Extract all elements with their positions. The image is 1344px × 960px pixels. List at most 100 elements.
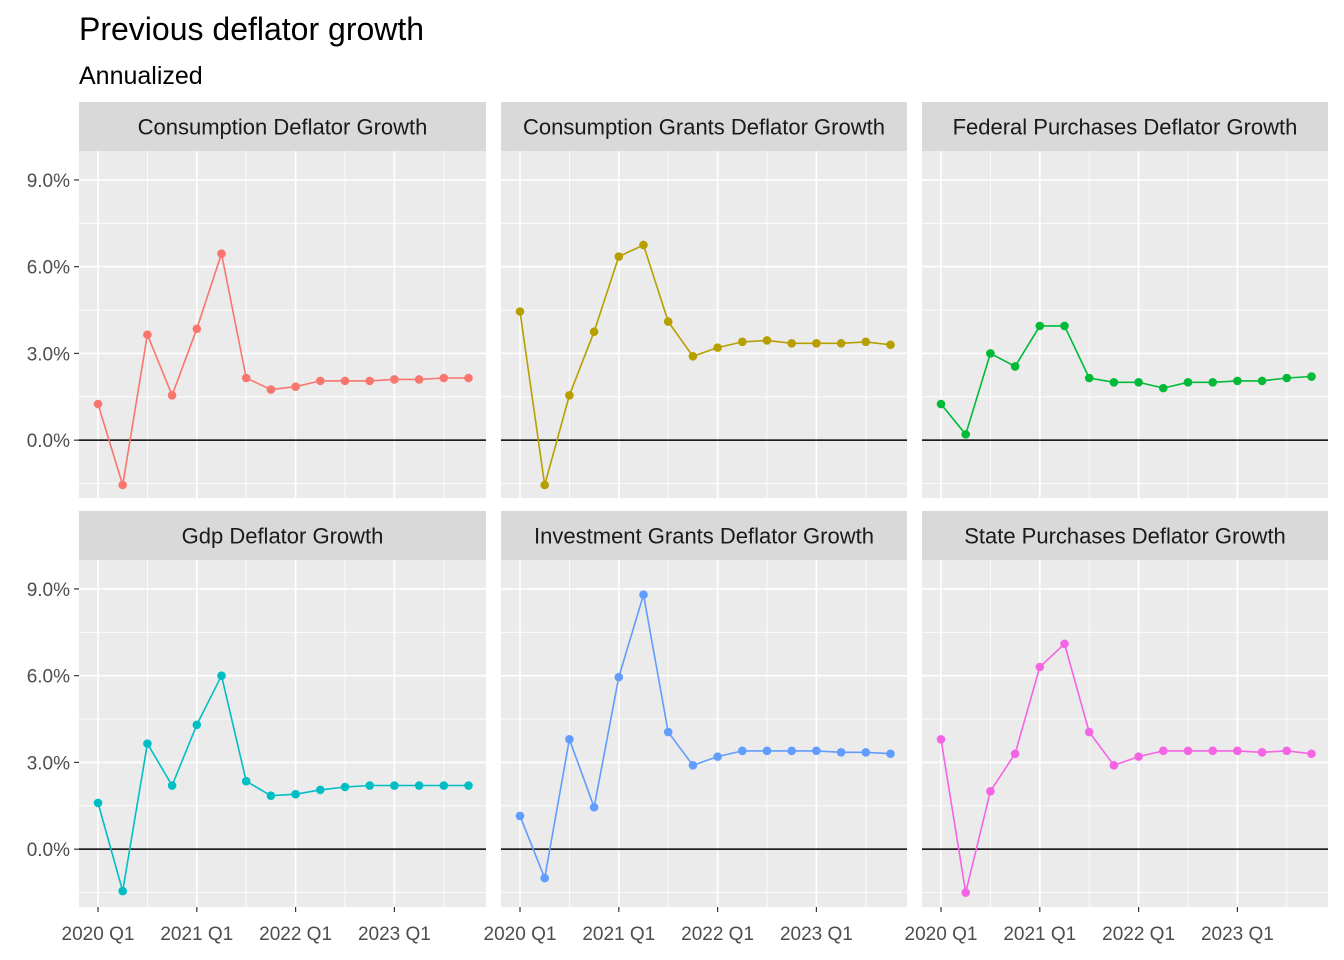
data-point xyxy=(589,802,599,812)
data-point xyxy=(614,252,624,261)
chart-subtitle: Annualized xyxy=(79,62,203,90)
facet-strip xyxy=(922,511,1328,560)
data-point xyxy=(167,391,177,400)
data-point xyxy=(241,373,251,383)
data-point xyxy=(515,811,525,821)
facet-panel: Consumption Deflator Growth 0.0% 3.0% 6.0% 9… xyxy=(27,102,486,498)
data-point xyxy=(936,734,946,744)
facet-strip xyxy=(501,511,907,560)
data-point xyxy=(565,734,574,744)
data-point xyxy=(1257,747,1267,757)
data-point xyxy=(738,746,747,756)
y-tick-label: 9.0% xyxy=(27,171,70,192)
data-point xyxy=(886,340,895,350)
panel-background xyxy=(79,560,486,907)
data-point xyxy=(414,781,424,790)
x-tick-label: 2022 Q1 xyxy=(259,924,332,945)
facet-strip-label: Investment Grants Deflator Growth xyxy=(534,524,874,549)
x-tick-label: 2023 Q1 xyxy=(1201,924,1274,945)
data-point xyxy=(118,886,127,896)
data-point xyxy=(390,781,399,790)
y-tick-label: 0.0% xyxy=(27,431,70,452)
x-tick-label: 2020 Q1 xyxy=(484,924,557,945)
y-tick-label: 6.0% xyxy=(27,258,70,279)
data-point xyxy=(540,480,549,490)
y-tick-label: 9.0% xyxy=(27,580,70,601)
data-point xyxy=(217,249,226,258)
data-point xyxy=(986,349,995,358)
panel-background xyxy=(501,560,907,907)
data-point xyxy=(936,399,946,409)
data-point xyxy=(1035,662,1045,672)
facet-panel: Consumption Grants Deflator Growth xyxy=(501,102,907,498)
data-point xyxy=(787,746,796,756)
panel-background xyxy=(922,151,1328,498)
panel-background xyxy=(79,151,486,498)
data-point xyxy=(639,590,648,599)
series-line xyxy=(519,594,891,882)
data-point xyxy=(738,337,747,347)
facet-panel: Gdp Deflator Growth 0.0% 3.0% 6.0% 9.0% 2020 … xyxy=(27,511,486,945)
data-point xyxy=(836,338,846,348)
data-point xyxy=(540,873,549,883)
facet-strip-label: Consumption Grants Deflator Growth xyxy=(523,115,885,140)
data-point xyxy=(1010,749,1020,759)
data-point xyxy=(340,376,350,386)
data-point xyxy=(464,781,473,790)
facet-panel: State Purchases Deflator Growth 2020 Q1 20… xyxy=(905,511,1328,945)
data-point xyxy=(143,330,152,339)
data-point xyxy=(812,746,821,756)
x-tick-label: 2022 Q1 xyxy=(1102,924,1175,945)
data-point xyxy=(365,781,375,790)
data-point xyxy=(414,375,424,384)
x-tick-label: 2022 Q1 xyxy=(681,924,754,945)
facet-strip xyxy=(922,102,1328,151)
data-point xyxy=(1109,761,1119,770)
data-point xyxy=(365,376,375,386)
data-point xyxy=(93,798,103,808)
data-point xyxy=(1208,746,1217,756)
data-point xyxy=(713,343,722,352)
data-point xyxy=(639,240,648,250)
data-point xyxy=(241,776,251,786)
x-tick-label: 2020 Q1 xyxy=(62,924,135,945)
data-point xyxy=(663,317,673,326)
data-point xyxy=(291,789,300,799)
facet-panel: Federal Purchases Deflator Growth xyxy=(922,102,1328,498)
data-point xyxy=(464,373,473,383)
data-point xyxy=(1282,746,1292,756)
series-line xyxy=(940,642,1312,893)
series-line xyxy=(97,673,469,892)
data-point xyxy=(861,747,871,757)
data-point xyxy=(986,787,995,796)
x-tick-label: 2021 Q1 xyxy=(582,924,655,945)
data-point xyxy=(316,376,325,386)
data-point xyxy=(1060,321,1069,331)
series-line xyxy=(519,243,891,486)
data-point xyxy=(961,430,970,439)
data-point xyxy=(1183,378,1193,387)
data-point xyxy=(762,746,772,756)
panel-background xyxy=(922,560,1328,907)
data-point xyxy=(439,781,449,790)
data-point xyxy=(340,782,350,792)
series-line xyxy=(97,250,469,486)
data-point xyxy=(118,480,127,490)
facet-strip-label: Federal Purchases Deflator Growth xyxy=(953,115,1298,140)
data-point xyxy=(1060,639,1069,649)
data-point xyxy=(93,399,103,409)
series-line xyxy=(940,325,1312,437)
data-point xyxy=(1159,746,1168,756)
x-tick-label: 2023 Q1 xyxy=(780,924,853,945)
x-tick-label: 2020 Q1 xyxy=(905,924,978,945)
y-tick-label: 0.0% xyxy=(27,840,70,861)
data-point xyxy=(515,307,525,316)
data-point xyxy=(1208,378,1217,387)
data-point xyxy=(961,888,970,897)
data-point xyxy=(1134,752,1143,761)
data-point xyxy=(167,781,177,790)
x-tick-label: 2021 Q1 xyxy=(160,924,233,945)
y-tick-label: 3.0% xyxy=(27,344,70,365)
data-point xyxy=(762,336,772,345)
